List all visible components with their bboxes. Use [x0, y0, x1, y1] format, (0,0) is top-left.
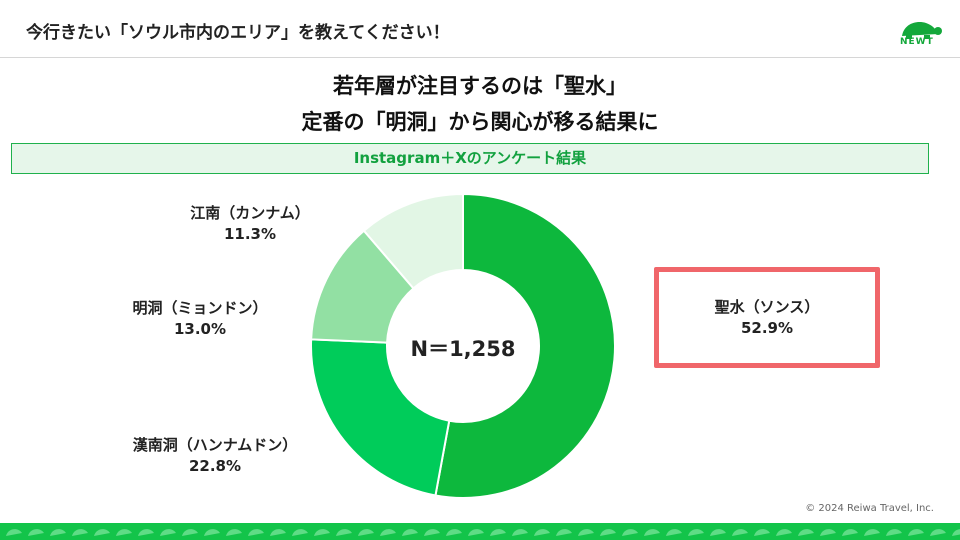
- seongsu-highlight-box: [654, 267, 880, 368]
- label-gangnam: 江南（カンナム） 11.3%: [150, 203, 350, 245]
- donut-slice-hannam: [310, 338, 451, 497]
- label-hannam-name: 漢南洞（ハンナムドン）: [132, 436, 298, 454]
- copyright-text: © 2024 Reiwa Travel, Inc.: [805, 503, 934, 514]
- footer-turtle-icon: [204, 529, 220, 536]
- footer-turtle-icon: [754, 529, 770, 536]
- page-header-title: 今行きたい「ソウル市内のエリア」を教えてください！: [26, 23, 450, 43]
- survey-subtitle-box: Instagram＋Xのアンケート結果: [11, 143, 929, 174]
- label-gangnam-value: 11.3%: [223, 225, 277, 243]
- footer-turtle-icon: [226, 529, 242, 536]
- footer-turtle-icon: [930, 529, 946, 536]
- label-hannam: 漢南洞（ハンナムドン） 22.8%: [100, 435, 330, 477]
- footer-band: [0, 523, 960, 540]
- footer-turtle-icon: [578, 529, 594, 536]
- survey-subtitle: Instagram＋Xのアンケート結果: [353, 149, 587, 167]
- footer-turtle-icon: [446, 529, 462, 536]
- footer-turtle-icon: [336, 529, 352, 536]
- footer-turtle-icon: [842, 529, 858, 536]
- label-seongsu-value: 52.9%: [740, 319, 794, 337]
- footer-turtle-icon: [6, 529, 22, 536]
- footer-turtle-icon: [116, 529, 132, 536]
- footer-turtle-icon: [28, 529, 44, 536]
- footer-turtle-icon: [864, 529, 880, 536]
- footer-turtle-icon: [710, 529, 726, 536]
- label-myeongdong-value: 13.0%: [173, 320, 227, 338]
- footer-turtle-icon: [72, 529, 88, 536]
- footer-turtle-icon: [182, 529, 198, 536]
- turtle-logo-icon: [902, 22, 942, 39]
- donut-slice-seongsu: [434, 192, 616, 499]
- footer-turtle-icon: [776, 529, 792, 536]
- footer-pattern: [6, 529, 960, 536]
- footer-turtle-icon: [512, 529, 528, 536]
- footer-turtle-icon: [468, 529, 484, 536]
- footer-turtle-icon: [50, 529, 66, 536]
- footer-turtle-icon: [798, 529, 814, 536]
- label-myeongdong: 明洞（ミョンドン） 13.0%: [100, 298, 300, 340]
- footer-turtle-icon: [908, 529, 924, 536]
- footer-turtle-icon: [424, 529, 440, 536]
- footer-turtle-icon: [270, 529, 286, 536]
- donut-slice-gangnam: [362, 192, 464, 290]
- footer-turtle-icon: [358, 529, 374, 536]
- footer-turtle-icon: [402, 529, 418, 536]
- footer-turtle-icon: [248, 529, 264, 536]
- footer-turtle-icon: [534, 529, 550, 536]
- footer-turtle-icon: [600, 529, 616, 536]
- headline-line-2: 定番の「明洞」から関心が移る結果に: [301, 110, 659, 134]
- chart-center-label: N＝1,258: [410, 337, 516, 361]
- footer-turtle-icon: [952, 529, 960, 536]
- footer-turtle-icon: [644, 529, 660, 536]
- footer-turtle-icon: [138, 529, 154, 536]
- footer-turtle-icon: [556, 529, 572, 536]
- footer-turtle-icon: [886, 529, 902, 536]
- label-myeongdong-name: 明洞（ミョンドン）: [132, 299, 268, 317]
- footer-turtle-icon: [490, 529, 506, 536]
- footer-turtle-icon: [820, 529, 836, 536]
- footer-turtle-icon: [666, 529, 682, 536]
- label-seongsu-name: 聖水（ソンス）: [714, 298, 820, 316]
- headline-line-1: 若年層が注目するのは「聖水」: [333, 74, 627, 98]
- footer-turtle-icon: [94, 529, 110, 536]
- footer-turtle-icon: [380, 529, 396, 536]
- footer-turtle-icon: [732, 529, 748, 536]
- label-seongsu: 聖水（ソンス） 52.9%: [654, 297, 880, 339]
- logo-text: NEWT: [900, 37, 934, 47]
- label-hannam-value: 22.8%: [188, 457, 242, 475]
- footer-turtle-icon: [160, 529, 176, 536]
- footer-turtle-icon: [688, 529, 704, 536]
- footer-turtle-icon: [292, 529, 308, 536]
- footer-turtle-icon: [622, 529, 638, 536]
- header-divider: [0, 57, 960, 58]
- label-gangnam-name: 江南（カンナム）: [190, 204, 310, 222]
- footer-turtle-icon: [314, 529, 330, 536]
